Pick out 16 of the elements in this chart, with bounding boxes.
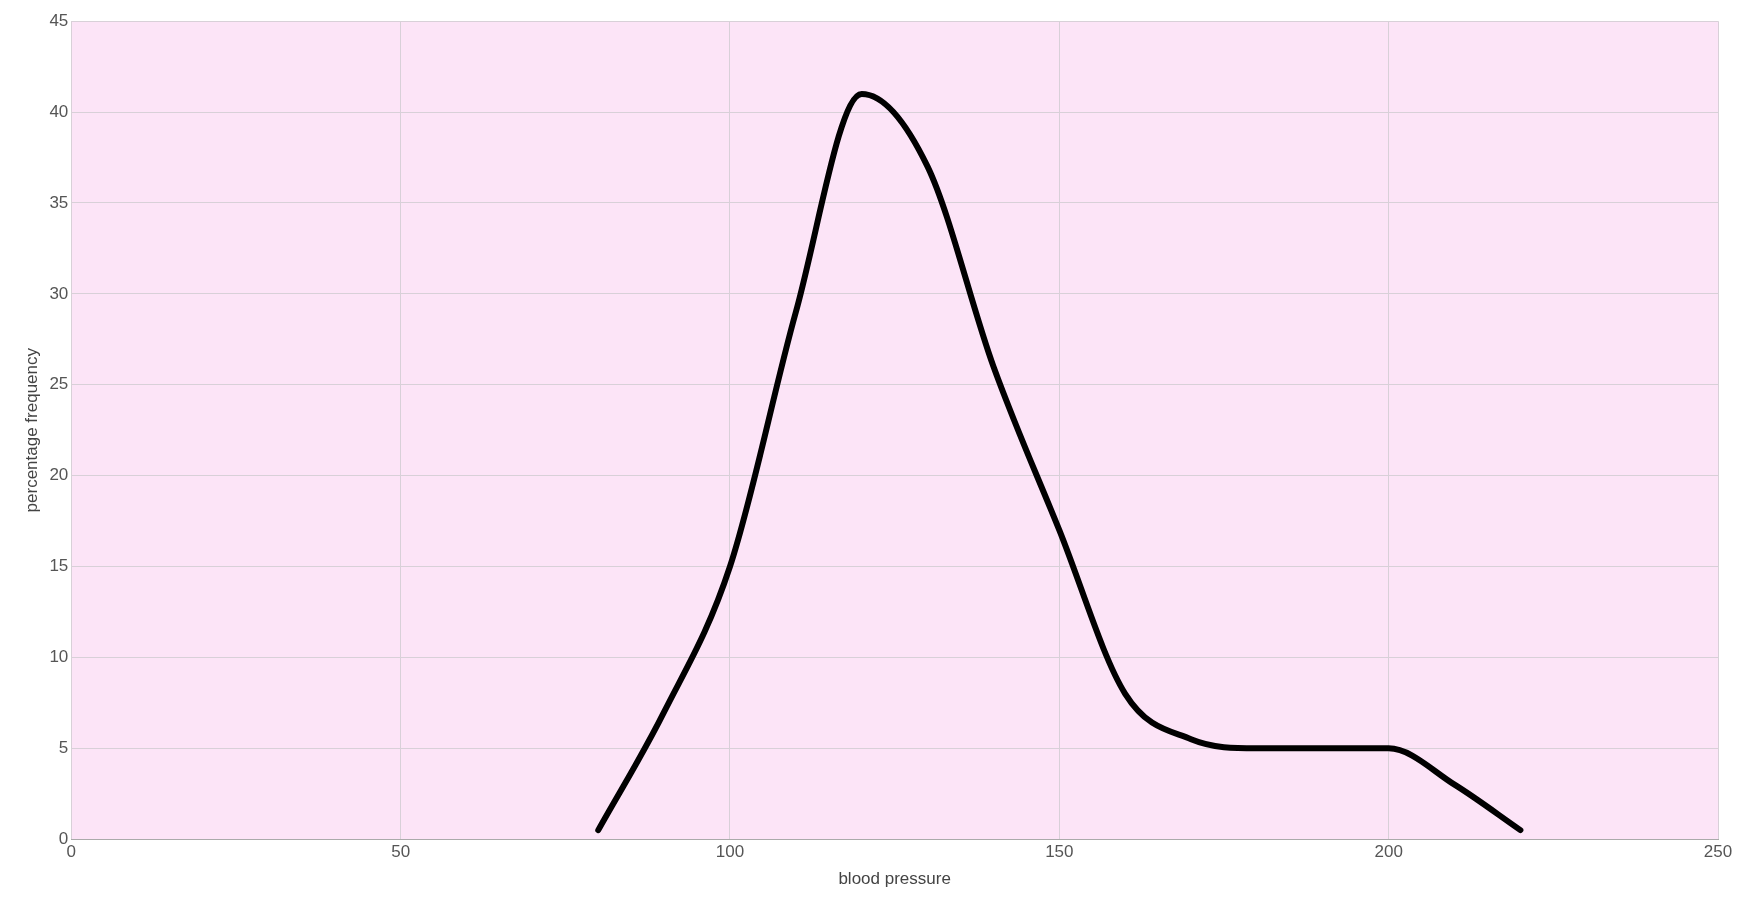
x-tick-label: 100 (715, 842, 745, 862)
x-axis-title: blood pressure (838, 869, 951, 889)
y-tick-label: 45 (49, 10, 69, 30)
y-tick-label: 30 (49, 283, 69, 303)
y-tick-label: 10 (49, 647, 69, 667)
y-tick-label: 40 (49, 101, 69, 121)
y-axis-title: percentage frequency (21, 347, 41, 513)
x-tick-label: 250 (1703, 842, 1733, 862)
y-tick-label: 15 (49, 556, 69, 576)
y-tick-label: 5 (58, 738, 69, 757)
x-tick-label: 50 (391, 842, 411, 862)
y-tick-label: 20 (49, 465, 69, 485)
y-tick-label: 25 (49, 374, 69, 394)
x-tick-label: 200 (1374, 842, 1403, 862)
x-tick-label: 150 (1045, 842, 1074, 862)
y-tick-label: 35 (49, 192, 69, 212)
